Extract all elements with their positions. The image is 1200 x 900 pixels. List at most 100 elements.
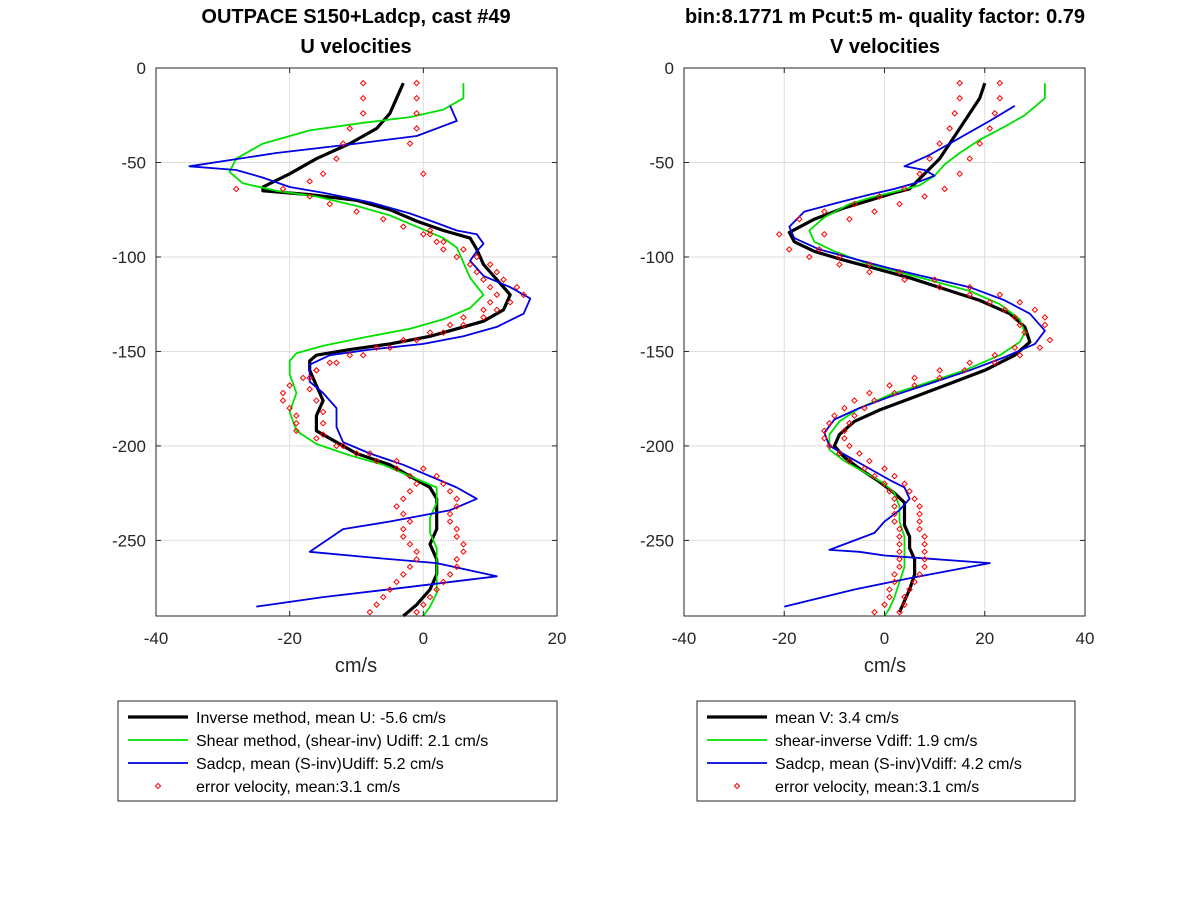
u-error-velocity-marker <box>406 540 414 548</box>
u-error-velocity-marker <box>306 374 314 382</box>
u-error-velocity-marker <box>406 563 414 571</box>
v-error-velocity-marker <box>946 125 953 132</box>
v-error-velocity-marker <box>906 586 913 593</box>
v-legend-entry-label: mean V: 3.4 cm/s <box>775 710 899 727</box>
v-error-velocity-marker <box>841 435 848 442</box>
u-y-tick-label: -100 <box>112 248 146 267</box>
u-error-velocity-marker <box>393 465 400 472</box>
v-error-velocity-marker <box>896 563 903 571</box>
v-error-velocity-marker <box>936 283 943 291</box>
v-panel-subtitle: V velocities <box>830 36 940 58</box>
v-gridlines <box>684 68 1085 616</box>
v-error-velocity-marker <box>951 110 958 117</box>
u-error-velocity-marker <box>420 170 427 178</box>
u-error-velocity-marker <box>333 155 340 163</box>
u-error-velocity-marker <box>460 540 467 548</box>
v-error-velocity-marker <box>861 404 868 412</box>
v-y-tick-label: -250 <box>640 531 674 550</box>
v-error-velocity-marker <box>881 465 888 472</box>
u-error-velocity-marker <box>473 268 481 276</box>
v-series-line-1 <box>808 83 1046 617</box>
v-error-velocity-marker <box>966 359 974 367</box>
u-error-velocity-marker <box>326 200 334 208</box>
v-error-velocity-marker <box>891 389 898 397</box>
v-error-velocity-marker <box>901 480 908 488</box>
u-gridlines <box>156 68 557 616</box>
u-error-velocity-marker <box>346 125 354 132</box>
v-error-velocity-marker <box>941 185 948 193</box>
u-error-velocity-marker <box>480 306 487 314</box>
v-error-velocity-marker <box>1041 321 1049 329</box>
v-error-velocity-marker <box>891 578 898 586</box>
u-error-velocity-marker <box>306 193 314 200</box>
v-error-velocity-marker <box>861 465 868 472</box>
u-error-velocity-marker <box>359 110 367 117</box>
u-error-velocity-marker <box>493 291 501 299</box>
u-error-velocity-marker <box>420 230 427 238</box>
u-error-velocity-marker <box>373 601 380 608</box>
u-error-velocity-marker <box>446 510 454 518</box>
u-error-velocity-marker <box>293 412 300 420</box>
u-error-velocity-marker <box>279 389 287 397</box>
u-error-velocity-marker <box>353 450 360 457</box>
u-legend-entry-label: Sadcp, mean (S-inv)Udiff: 5.2 cm/s <box>196 756 444 773</box>
u-error-velocity-marker <box>486 261 494 268</box>
u-error-velocity-marker <box>426 593 434 601</box>
v-error-velocity-marker <box>996 79 1004 87</box>
u-tick-layer: -40 -20 0 200-50-100-150-200-250 <box>112 59 566 648</box>
v-error-velocity-marker <box>871 208 878 215</box>
v-velocity-panel: bin:8.1771 m Pcut:5 m- quality factor: 0… <box>640 6 1094 802</box>
v-error-velocity-marker <box>871 397 878 404</box>
u-error-velocity-marker <box>399 495 407 503</box>
v-error-velocity-marker <box>896 548 903 556</box>
v-error-velocity-marker <box>1001 306 1009 314</box>
v-error-velocity-marker <box>896 608 903 616</box>
v-error-velocity-marker <box>936 374 943 382</box>
v-error-velocity-marker <box>896 540 903 548</box>
v-error-velocity-marker <box>996 94 1004 102</box>
u-y-tick-label: -200 <box>112 437 146 456</box>
v-error-velocity-marker <box>886 382 893 389</box>
u-error-velocity-marker <box>279 185 287 193</box>
v-error-velocity-marker <box>916 503 923 510</box>
v-error-velocity-marker <box>911 578 918 586</box>
u-error-velocity-marker <box>333 359 340 367</box>
v-error-velocity-marker <box>826 442 833 450</box>
u-error-velocity-marker <box>319 408 327 416</box>
v-error-velocity-marker <box>775 230 783 238</box>
u-error-velocity-marker <box>493 306 501 314</box>
u-error-velocity-marker <box>453 556 461 563</box>
u-error-velocity-marker <box>413 79 420 87</box>
u-legend-box <box>117 700 558 802</box>
u-error-velocity-marker <box>359 79 367 87</box>
v-series-line-2 <box>784 105 1046 608</box>
v-error-velocity-marker <box>881 480 888 488</box>
v-error-velocity-marker <box>856 450 863 457</box>
v-error-velocity-marker <box>846 442 853 450</box>
v-error-velocity-marker <box>866 261 873 268</box>
u-y-tick-label: -50 <box>121 153 146 172</box>
v-tick-layer: -40 -20 0 20 400-50-100-150-200-250 <box>640 59 1094 648</box>
v-error-velocity-marker <box>991 359 999 367</box>
u-error-velocity-marker <box>406 487 414 495</box>
u-error-velocity-marker <box>466 261 474 268</box>
v-error-velocity-marker <box>846 215 853 223</box>
u-error-velocity-marker <box>413 548 420 556</box>
v-x-tick-label: 0 <box>880 629 889 648</box>
u-error-velocity-marker <box>399 336 407 344</box>
v-error-velocity-marker <box>886 593 893 601</box>
u-error-velocity-marker <box>339 442 347 450</box>
v-x-tick-label: -20 <box>772 629 797 648</box>
v-error-velocity-marker <box>991 351 999 359</box>
u-x-tick-label: 20 <box>548 629 567 648</box>
u-error-velocity-marker <box>420 601 427 608</box>
v-error-velocity-marker <box>1041 314 1049 321</box>
u-error-velocity-marker <box>293 419 300 427</box>
u-error-velocity-marker <box>446 571 454 578</box>
v-error-velocity-marker <box>836 253 843 261</box>
v-error-velocity-marker <box>846 419 853 427</box>
v-panel-title: bin:8.1771 m Pcut:5 m- quality factor: 0… <box>685 6 1085 28</box>
u-panel-title: OUTPACE S150+Ladcp, cast #49 <box>201 6 510 28</box>
u-error-velocity-marker <box>446 518 454 525</box>
